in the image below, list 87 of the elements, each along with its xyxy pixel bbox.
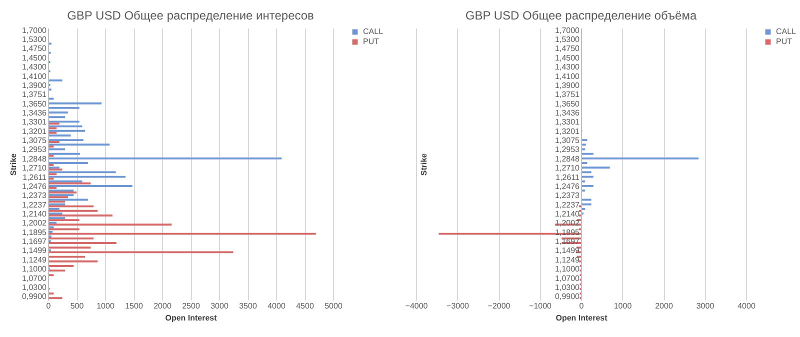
x-tick-label: 2000 — [154, 302, 172, 310]
y-tick-label: 1,3201 — [22, 126, 48, 136]
y-tick-label: 1,3301 — [22, 118, 48, 127]
x-axis-title: Open Interest — [556, 314, 608, 322]
y-tick-label: 1,4300 — [555, 62, 580, 72]
y-tick-label: 1,2710 — [555, 164, 580, 173]
x-tick-label: 3500 — [239, 302, 258, 310]
x-tick-label: 4500 — [296, 302, 314, 310]
y-tick-label: 1,3900 — [22, 80, 48, 90]
y-tick-label: 1,0300 — [22, 282, 48, 292]
y-tick-label: 1,2373 — [22, 191, 48, 200]
x-tick-label: 1000 — [96, 302, 115, 310]
y-tick-label: 1,5300 — [22, 35, 48, 44]
y-tick-label: 1,3301 — [555, 118, 580, 127]
chart-title: GBP USD Общее распределение интересов — [67, 8, 314, 22]
legend-label: CALL — [776, 27, 797, 36]
y-tick-label: 1,2611 — [556, 172, 580, 182]
legend-label: PUT — [363, 37, 380, 46]
x-tick-label: 0 — [46, 302, 52, 310]
x-tick-label: 3000 — [696, 302, 715, 310]
y-tick-label: 1,2237 — [22, 200, 48, 210]
y-tick-label: 1,2373 — [555, 191, 580, 200]
y-tick-label: 1,2611 — [22, 172, 48, 182]
y-tick-label: 1,3650 — [22, 99, 48, 108]
x-tick-label: 1500 — [125, 302, 144, 310]
y-tick-label: 1,1000 — [555, 264, 580, 274]
chart-title: GBP USD Общее распределение объёма — [465, 8, 697, 22]
y-tick-label: 0,9900 — [22, 292, 48, 302]
y-tick-label: 1,2953 — [22, 145, 48, 154]
y-tick-label: 1,3075 — [22, 136, 48, 146]
y-tick-label: 1,2476 — [22, 182, 48, 191]
legend-label: PUT — [776, 37, 792, 46]
y-tick-label: 1,3436 — [555, 108, 580, 118]
x-tick-label: −3000 — [446, 302, 470, 310]
y-tick-label: 1,4500 — [555, 53, 580, 62]
y-tick-label: 1,4750 — [22, 44, 48, 54]
y-tick-label: 1,3075 — [555, 136, 580, 146]
y-tick-label: 1,3751 — [555, 90, 580, 100]
y-tick-label: 1,7000 — [22, 26, 48, 35]
y-axis-title: Strike — [9, 152, 18, 176]
x-tick-label: 2000 — [655, 302, 674, 310]
y-tick-label: 1,0300 — [555, 282, 580, 292]
x-tick-label: 500 — [70, 302, 84, 310]
y-tick-label: 1,5300 — [555, 35, 580, 44]
x-tick-label: −1000 — [529, 302, 552, 310]
y-tick-label: 1,7000 — [555, 26, 580, 35]
y-tick-label: 0,9900 — [555, 292, 580, 302]
x-tick-label: 0 — [579, 302, 584, 310]
y-tick-label: 1,1249 — [555, 255, 580, 264]
x-tick-label: 3000 — [210, 302, 229, 310]
y-tick-label: 1,2237 — [555, 200, 580, 210]
y-tick-label: 1,4100 — [22, 72, 48, 81]
y-tick-label: 1,2710 — [22, 164, 48, 173]
y-tick-label: 1,3650 — [555, 99, 580, 108]
y-tick-label: 1,0700 — [555, 274, 580, 283]
x-tick-label: −4000 — [405, 302, 428, 310]
y-tick-label: 1,2476 — [555, 182, 580, 191]
x-tick-label: −2000 — [488, 302, 511, 310]
x-tick-label: 1000 — [614, 302, 632, 310]
y-tick-label: 1,0700 — [22, 274, 48, 283]
y-tick-label: 1,4100 — [555, 72, 580, 81]
legend-label: CALL — [363, 27, 384, 36]
y-tick-label: 1,1697 — [22, 237, 48, 246]
y-tick-label: 1,2848 — [22, 154, 48, 164]
y-tick-label: 1,2848 — [555, 154, 580, 164]
x-axis-title: Open Interest — [165, 314, 218, 322]
y-tick-label: 1,4500 — [22, 53, 48, 62]
y-tick-label: 1,2953 — [555, 145, 580, 154]
x-tick-label: 2500 — [182, 302, 200, 310]
x-tick-label: 4000 — [268, 302, 286, 310]
y-tick-label: 1,2140 — [555, 210, 580, 218]
x-tick-label: 5000 — [324, 302, 343, 310]
y-tick-label: 1,3436 — [22, 108, 48, 118]
y-tick-label: 1,3751 — [22, 90, 48, 100]
y-axis-title: Strike — [420, 152, 428, 176]
x-tick-label: 4000 — [738, 302, 756, 310]
y-tick-label: 1,1249 — [22, 255, 48, 264]
y-tick-label: 1,1499 — [555, 246, 580, 256]
y-tick-label: 1,2140 — [22, 210, 48, 218]
y-tick-label: 1,3201 — [555, 126, 580, 136]
y-tick-label: 1,2002 — [22, 218, 48, 228]
y-tick-label: 1,1895 — [22, 228, 48, 237]
y-tick-label: 1,1499 — [22, 246, 48, 256]
y-tick-label: 1,1000 — [22, 264, 48, 274]
y-tick-label: 1,3900 — [555, 80, 580, 90]
y-tick-label: 1,4750 — [555, 44, 580, 54]
y-tick-label: 1,4300 — [22, 62, 48, 72]
